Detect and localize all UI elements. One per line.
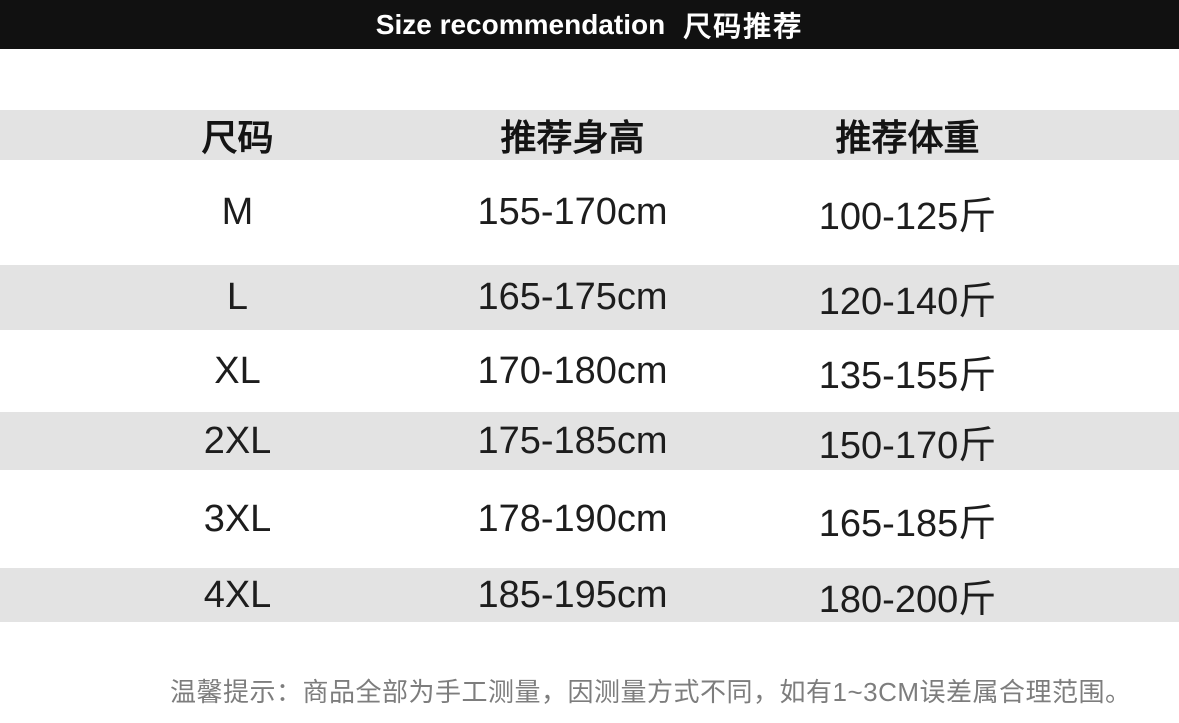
- banner: Size recommendation 尺码推荐: [0, 0, 1179, 49]
- weight-cell: 180-200斤: [818, 578, 997, 621]
- weight-cell: 165-185斤: [818, 502, 997, 545]
- table-row-xl: XL 170-180cm 135-155斤: [0, 330, 1179, 412]
- table-row-l: L 165-175cm 120-140斤: [0, 265, 1179, 330]
- size-table: 尺码 推荐身高 推荐体重 M 155-170cm 100-125斤 L 165-…: [0, 110, 1179, 622]
- footer-note: 温馨提示：商品全部为手工测量，因测量方式不同，如有1~3CM误差属合理范围。: [170, 677, 1132, 707]
- banner-title-en: Size recommendation: [375, 8, 666, 40]
- height-cell: 165-175cm: [477, 276, 668, 318]
- column-header-weight: 推荐体重: [835, 117, 980, 158]
- height-cell: 185-195cm: [477, 573, 668, 616]
- size-cell: XL: [214, 349, 261, 392]
- table-row-3xl: 3XL 178-190cm 165-185斤: [0, 470, 1179, 568]
- weight-cell: 150-170斤: [818, 424, 997, 467]
- size-cell: L: [226, 276, 249, 318]
- weight-cell: 135-155斤: [818, 354, 997, 397]
- top-spacer: [0, 49, 1179, 110]
- table-header-row: 尺码 推荐身高 推荐体重: [0, 110, 1179, 160]
- height-cell: 155-170cm: [477, 191, 668, 233]
- table-row-m: M 155-170cm 100-125斤: [0, 160, 1179, 265]
- column-header-height: 推荐身高: [500, 117, 645, 158]
- table-row-4xl: 4XL 185-195cm 180-200斤: [0, 568, 1179, 622]
- footer-area: 温馨提示：商品全部为手工测量，因测量方式不同，如有1~3CM误差属合理范围。: [0, 622, 1179, 723]
- weight-cell: 120-140斤: [818, 281, 997, 323]
- size-cell: 2XL: [203, 419, 272, 462]
- height-cell: 175-185cm: [477, 419, 668, 462]
- column-header-size: 尺码: [201, 117, 274, 158]
- size-cell: 4XL: [203, 573, 272, 616]
- table-row-2xl: 2XL 175-185cm 150-170斤: [0, 412, 1179, 470]
- weight-cell: 100-125斤: [818, 196, 997, 238]
- height-cell: 178-190cm: [477, 497, 668, 540]
- banner-title-zh: 尺码推荐: [683, 10, 804, 42]
- size-cell: 3XL: [203, 497, 272, 540]
- height-cell: 170-180cm: [477, 349, 668, 392]
- size-cell: M: [221, 191, 254, 233]
